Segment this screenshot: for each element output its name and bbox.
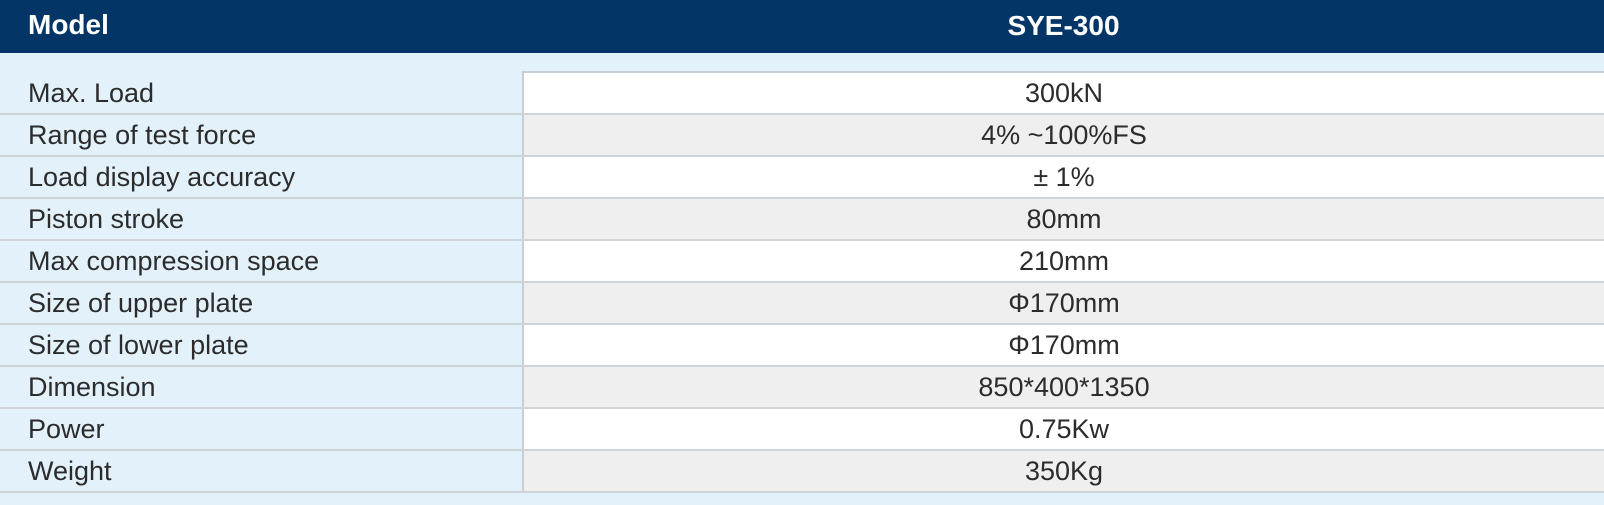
spec-row-max-compression-space: Max compression space 210mm [0, 241, 1604, 283]
spec-row-size-of-upper-plate: Size of upper plate Φ170mm [0, 283, 1604, 325]
spec-row-piston-stroke: Piston stroke 80mm [0, 199, 1604, 241]
spec-row-size-of-lower-plate: Size of lower plate Φ170mm [0, 325, 1604, 367]
spec-row-power: Power 0.75Kw [0, 409, 1604, 451]
spec-label-weight: Weight [0, 451, 522, 491]
spec-label-size-of-upper-plate: Size of upper plate [0, 283, 522, 323]
spec-value-max-compression-space: 210mm [522, 241, 1604, 281]
header-spacer [0, 53, 1604, 73]
spec-label-power: Power [0, 409, 522, 449]
model-header-value: SYE-300 [1007, 10, 1120, 41]
spec-row-load-display-accuracy: Load display accuracy ± 1% [0, 157, 1604, 199]
spec-value-range-of-test-force: 4% ~100%FS [522, 115, 1604, 155]
table-header-row: Model SYE-300 [0, 0, 1604, 53]
spec-label-piston-stroke: Piston stroke [0, 199, 522, 239]
spec-label-dimension: Dimension [0, 367, 522, 407]
spec-value-power: 0.75Kw [522, 409, 1604, 449]
spec-value-load-display-accuracy: ± 1% [522, 157, 1604, 197]
model-header-label: Model [28, 9, 109, 40]
spec-value-size-of-lower-plate: Φ170mm [522, 325, 1604, 365]
spec-value-max-load: 300kN [522, 73, 1604, 113]
spec-value-size-of-upper-plate: Φ170mm [522, 283, 1604, 323]
spec-label-size-of-lower-plate: Size of lower plate [0, 325, 522, 365]
spec-row-range-of-test-force: Range of test force 4% ~100%FS [0, 115, 1604, 157]
spec-row-max-load: Max. Load 300kN [0, 73, 1604, 115]
spec-value-dimension: 850*400*1350 [522, 367, 1604, 407]
spec-value-weight: 350Kg [522, 451, 1604, 491]
spec-row-weight: Weight 350Kg [0, 451, 1604, 493]
spec-label-max-compression-space: Max compression space [0, 241, 522, 281]
spec-label-range-of-test-force: Range of test force [0, 115, 522, 155]
table-divider [522, 71, 1604, 73]
spec-label-max-load: Max. Load [0, 73, 522, 113]
spec-label-load-display-accuracy: Load display accuracy [0, 157, 522, 197]
spec-value-piston-stroke: 80mm [522, 199, 1604, 239]
spec-row-dimension: Dimension 850*400*1350 [0, 367, 1604, 409]
